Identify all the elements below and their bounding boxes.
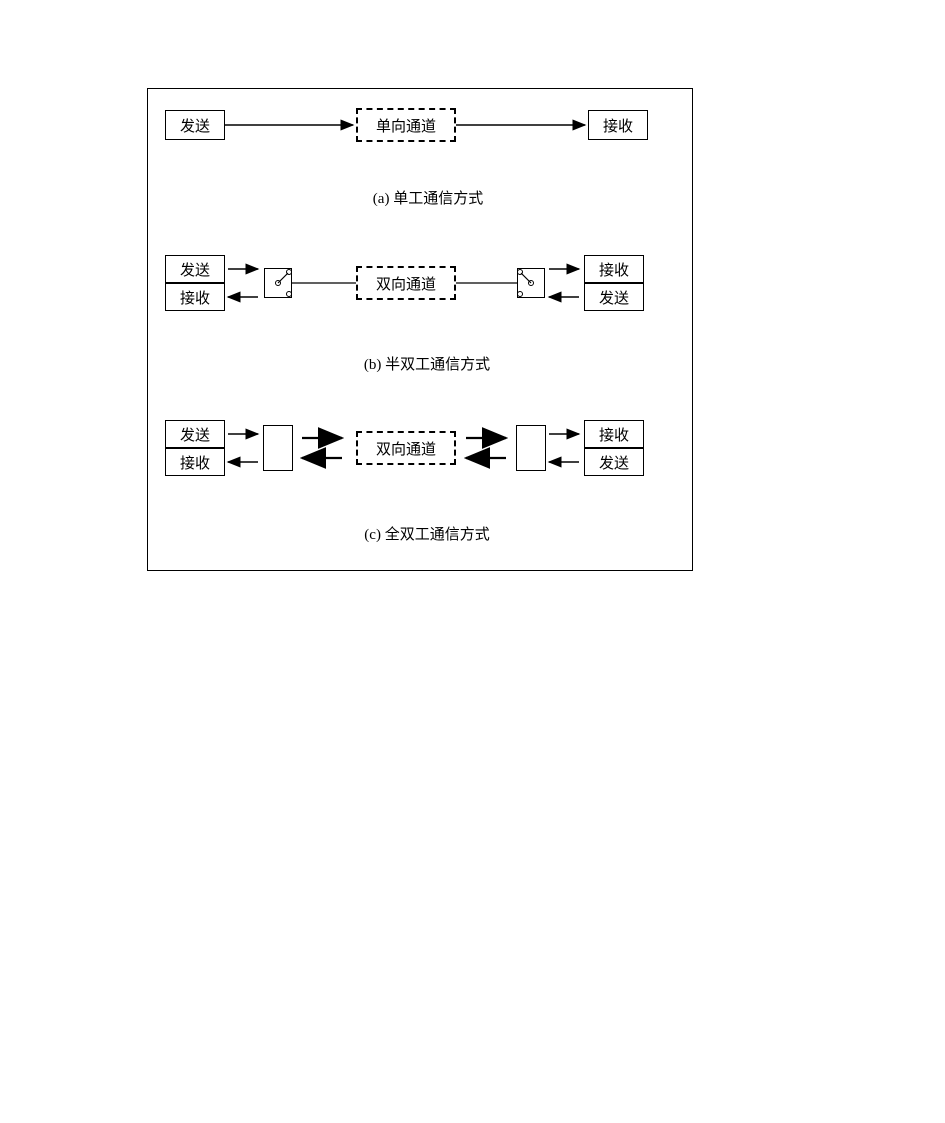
diagram-connectors — [0, 0, 945, 1123]
